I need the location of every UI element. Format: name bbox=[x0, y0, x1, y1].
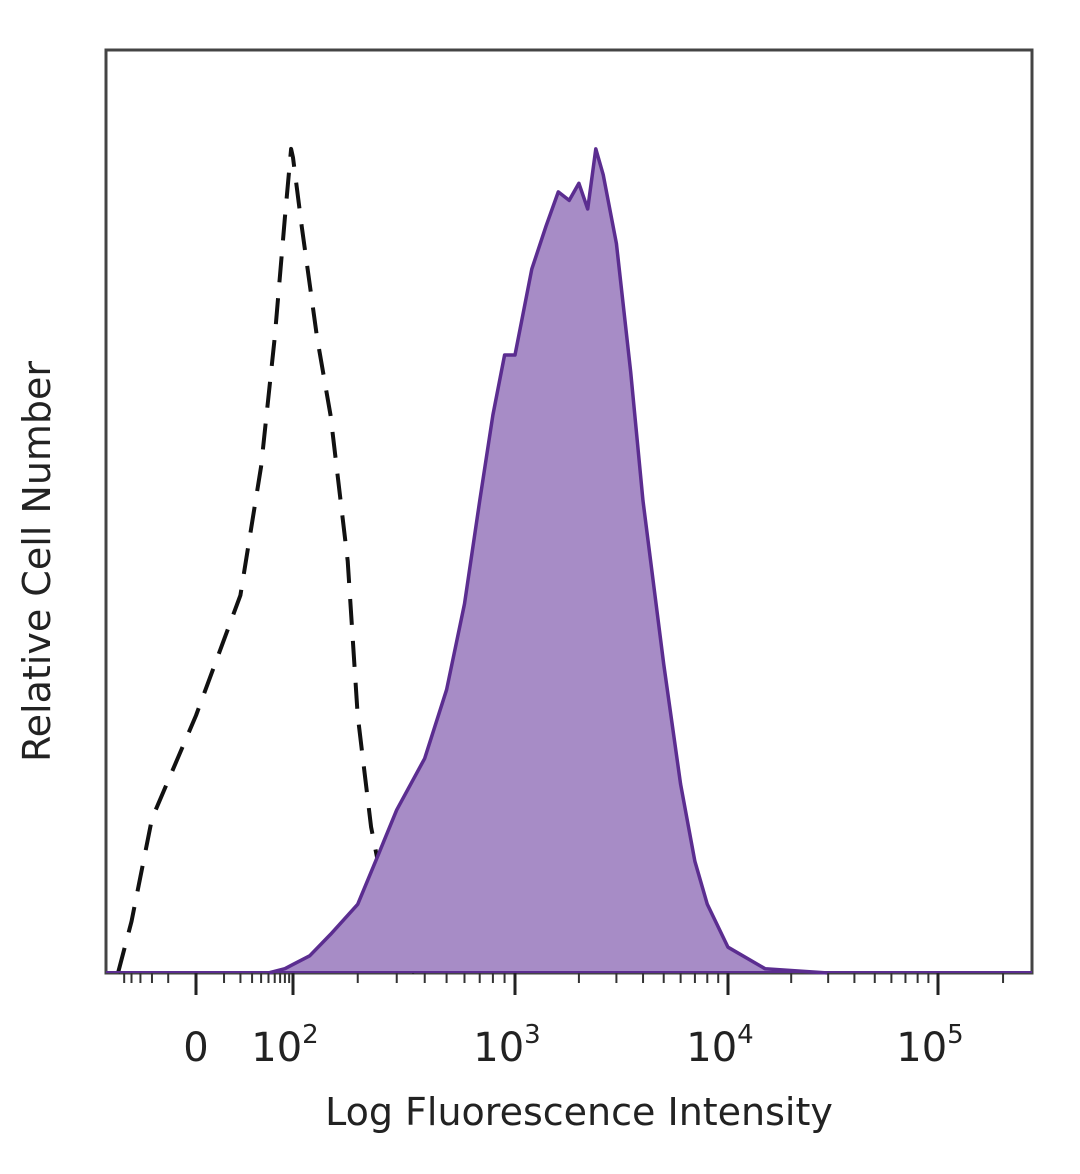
x-tick-label: 103 bbox=[473, 1020, 540, 1071]
x-tick-label: 102 bbox=[251, 1020, 318, 1071]
series-1-line bbox=[268, 147, 829, 975]
y-axis-title: Relative Cell Number bbox=[15, 361, 59, 762]
x-tick-label: 104 bbox=[686, 1020, 753, 1071]
x-tick-label: 0 bbox=[183, 1025, 208, 1071]
x-axis-title: Log Fluorescence Intensity bbox=[325, 1090, 833, 1134]
series-0-line bbox=[116, 146, 417, 974]
x-tick-label: 105 bbox=[896, 1020, 963, 1071]
series-1-area bbox=[268, 148, 829, 973]
